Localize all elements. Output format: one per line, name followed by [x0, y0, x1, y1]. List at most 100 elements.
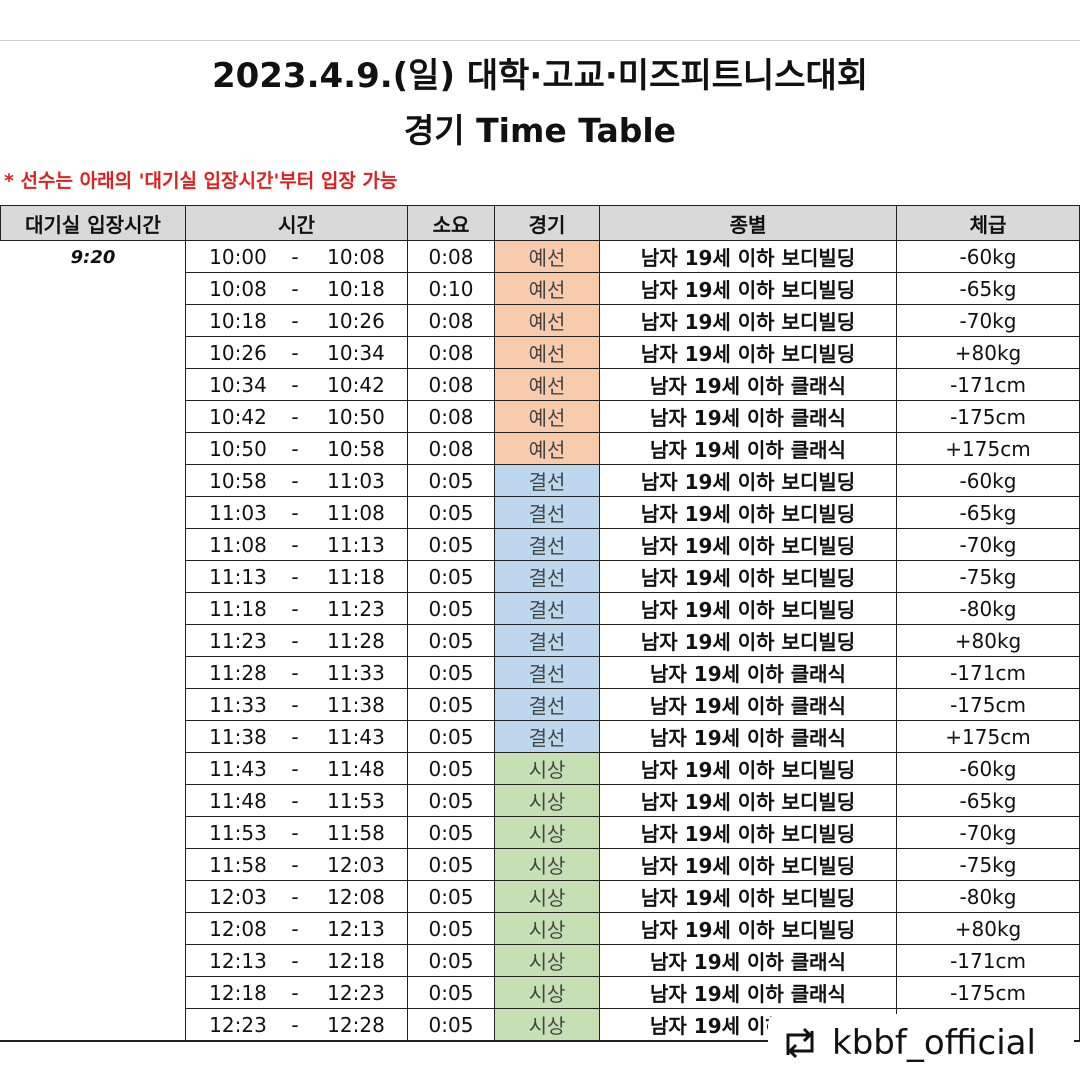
duration: 0:05	[408, 625, 495, 657]
stage: 예선	[495, 401, 600, 433]
end-time: 11:53	[327, 789, 385, 813]
time-separator: -	[291, 373, 299, 397]
time-cell	[186, 785, 408, 817]
time-separator: -	[291, 437, 299, 461]
category: 남자 19세 이하 클래식	[600, 657, 897, 689]
weight-class: -75kg	[897, 849, 1080, 881]
time-cell	[186, 337, 408, 369]
start-time: 10:08	[209, 277, 267, 301]
time-cell	[186, 689, 408, 721]
weight-class: -171cm	[897, 369, 1080, 401]
start-time: 10:42	[209, 405, 267, 429]
duration: 0:05	[408, 945, 495, 977]
end-time: 12:28	[327, 1013, 385, 1037]
stage: 결선	[495, 625, 600, 657]
category: 남자 19세 이하 보디빌딩	[600, 625, 897, 657]
weight-class: -70kg	[897, 305, 1080, 337]
category: 남자 19세 이하 클래식	[600, 689, 897, 721]
end-time: 12:03	[327, 853, 385, 877]
time-cell	[186, 881, 408, 913]
time-cell	[186, 817, 408, 849]
duration: 0:05	[408, 561, 495, 593]
start-time: 10:26	[209, 341, 267, 365]
stage: 결선	[495, 657, 600, 689]
start-time: 11:13	[209, 565, 267, 589]
start-time: 12:23	[209, 1013, 267, 1037]
category: 남자 19세 이하 보디빌딩	[600, 529, 897, 561]
category: 남자 19세 이하 보디빌딩	[600, 753, 897, 785]
time-cell	[186, 433, 408, 465]
entry-column	[0, 241, 186, 1041]
start-time: 11:23	[209, 629, 267, 653]
end-time: 11:38	[327, 693, 385, 717]
stage: 결선	[495, 529, 600, 561]
time-separator: -	[291, 565, 299, 589]
time-cell	[186, 241, 408, 273]
start-time: 10:18	[209, 309, 267, 333]
stage: 시상	[495, 881, 600, 913]
time-cell	[186, 977, 408, 1009]
stage: 예선	[495, 433, 600, 465]
weight-class: -171cm	[897, 657, 1080, 689]
time-cell	[186, 401, 408, 433]
category: 남자 19세 이하 클래식	[600, 433, 897, 465]
weight-class: -65kg	[897, 273, 1080, 305]
weight-class: -60kg	[897, 465, 1080, 497]
category: 남자 19세 이하 보디빌딩	[600, 465, 897, 497]
time-separator: -	[291, 789, 299, 813]
category: 남자 19세 이하 클래식	[600, 977, 897, 1009]
time-cell	[186, 913, 408, 945]
weight-class: +80kg	[897, 625, 1080, 657]
time-cell	[186, 465, 408, 497]
duration: 0:10	[408, 273, 495, 305]
start-time: 11:38	[209, 725, 267, 749]
start-time: 12:03	[209, 885, 267, 909]
category: 남자 19세 이하 보디빌딩	[600, 593, 897, 625]
notice: * 선수는 아래의 '대기실 입장시간'부터 입장 가능	[4, 170, 398, 192]
weight-class: -175cm	[897, 401, 1080, 433]
start-time: 11:33	[209, 693, 267, 717]
weight-class: -80kg	[897, 593, 1080, 625]
stage: 시상	[495, 753, 600, 785]
category: 남자 19세 이하 클래식	[600, 945, 897, 977]
weight-class: +175cm	[897, 433, 1080, 465]
duration: 0:05	[408, 849, 495, 881]
stage: 시상	[495, 977, 600, 1009]
end-time: 12:08	[327, 885, 385, 909]
column-header: 소요	[408, 205, 495, 241]
column-header: 대기실 입장시간	[0, 205, 186, 241]
start-time: 11:58	[209, 853, 267, 877]
time-separator: -	[291, 757, 299, 781]
end-time: 11:18	[327, 565, 385, 589]
duration: 0:08	[408, 337, 495, 369]
time-cell	[186, 529, 408, 561]
category: 남자 19세 이하 보디빌딩	[600, 561, 897, 593]
stage: 결선	[495, 721, 600, 753]
duration: 0:05	[408, 465, 495, 497]
end-time: 10:08	[327, 245, 385, 269]
category: 남자 19세 이하 보디빌딩	[600, 305, 897, 337]
start-time: 11:28	[209, 661, 267, 685]
time-cell	[186, 657, 408, 689]
time-separator: -	[291, 469, 299, 493]
time-separator: -	[291, 949, 299, 973]
time-separator: -	[291, 501, 299, 525]
weight-class: -80kg	[897, 881, 1080, 913]
duration: 0:05	[408, 817, 495, 849]
column-header: 체급	[897, 205, 1080, 241]
stage: 결선	[495, 465, 600, 497]
duration: 0:05	[408, 593, 495, 625]
end-time: 11:23	[327, 597, 385, 621]
time-separator: -	[291, 309, 299, 333]
duration: 0:05	[408, 529, 495, 561]
stage: 시상	[495, 817, 600, 849]
start-time: 11:03	[209, 501, 267, 525]
category: 남자 19세 이하 클래식	[600, 401, 897, 433]
category: 남자 19세 이하 클래식	[600, 721, 897, 753]
start-time: 10:00	[209, 245, 267, 269]
watermark-text: kbbf_official	[832, 1023, 1036, 1063]
start-time: 12:18	[209, 981, 267, 1005]
category: 남자 19세 이하 보디빌딩	[600, 913, 897, 945]
end-time: 11:58	[327, 821, 385, 845]
category: 남자 19세 이하 보디빌딩	[600, 785, 897, 817]
